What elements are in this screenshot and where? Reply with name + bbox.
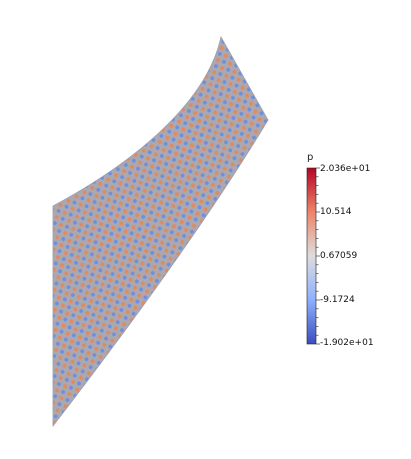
tick-label-lower: -9.1724 [320,295,355,305]
scalar-bar-ticks [316,167,320,345]
tick-label-min: -1.902e+01 [320,338,374,348]
mesh-surface [52,35,269,428]
scalar-bar-gradient [306,167,317,345]
scalar-bar-title: p [307,152,314,163]
tick-label-max: 2.036e+01 [320,164,371,174]
tick-label-mid: 0.67059 [320,251,358,261]
tick-label-upper: 10.514 [320,207,352,217]
